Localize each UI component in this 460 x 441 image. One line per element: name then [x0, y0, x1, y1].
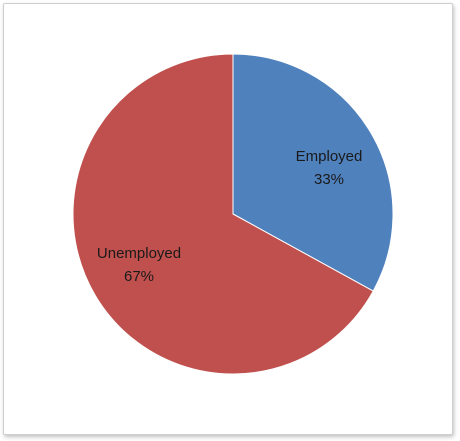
pie-labels: Employed 33% Unemployed 67%: [97, 148, 362, 285]
pie-slices: [72, 53, 394, 375]
slice-percent-unemployed: 67%: [124, 268, 154, 285]
slice-percent-employed: 33%: [314, 171, 344, 188]
pie-slice-unemployed: [72, 53, 374, 375]
pie-slice-employed: [232, 53, 394, 292]
slice-label-employed: Employed: [296, 148, 363, 165]
slice-label-unemployed: Unemployed: [97, 245, 181, 262]
